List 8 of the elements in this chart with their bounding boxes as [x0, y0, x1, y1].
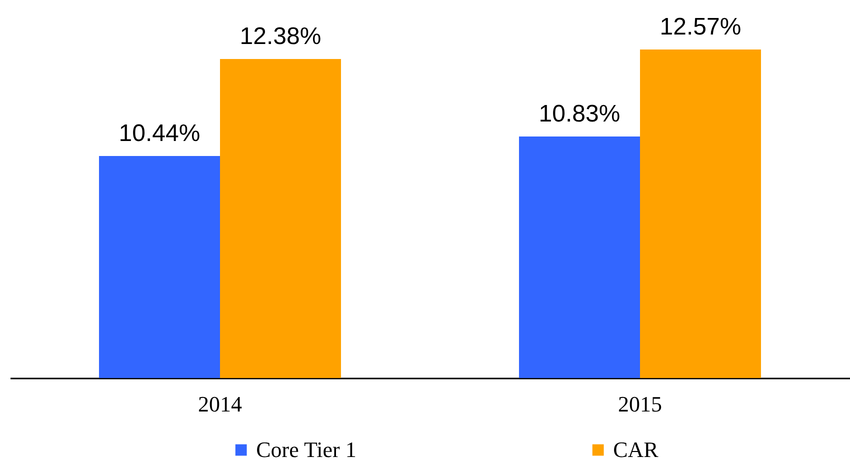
x-tick-label: 2014: [198, 392, 242, 416]
data-label: 12.57%: [660, 14, 742, 40]
x-tick-label: 2015: [618, 392, 662, 416]
legend-label: CAR: [613, 437, 659, 462]
data-label: 10.44%: [118, 120, 200, 147]
legend-label: Core Tier 1: [256, 437, 356, 462]
data-label: 10.83%: [538, 100, 620, 128]
data-label: 12.38%: [240, 23, 322, 50]
